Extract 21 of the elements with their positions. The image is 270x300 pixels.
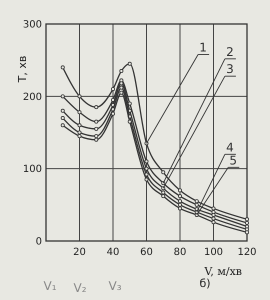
x-tick-label: 40	[106, 247, 120, 258]
y-tick-label: 300	[22, 20, 42, 30]
text: V₁	[43, 279, 57, 293]
x-tick-label: 20	[73, 247, 86, 258]
y-tick-label: 100	[22, 164, 42, 176]
x-tick-label: 100	[204, 247, 224, 258]
x-tick-label: 80	[174, 247, 186, 258]
text: 4	[226, 140, 234, 154]
text: 1	[199, 40, 207, 54]
text: 2	[226, 44, 234, 59]
text: V₂	[73, 281, 87, 295]
x-tick-label: 120	[237, 247, 257, 258]
legend-label: 3	[226, 62, 234, 76]
legend-label: 5	[229, 153, 238, 168]
y-tick-label: 0	[36, 236, 42, 248]
y-axis-title: T, хв	[16, 56, 29, 84]
y-tick-label: 200	[22, 92, 42, 103]
x-tick-label: 60	[140, 247, 153, 258]
text: б)	[199, 277, 211, 290]
text: V₃	[108, 279, 122, 293]
x-axis-title: V, м/хв	[203, 265, 242, 278]
